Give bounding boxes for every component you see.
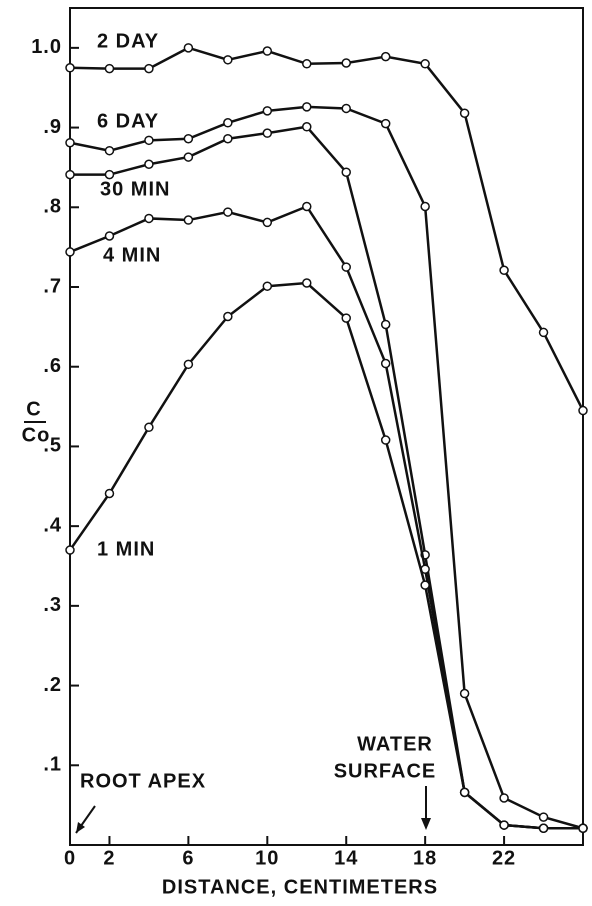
data-point <box>578 823 588 834</box>
arrow-head <box>421 818 431 830</box>
data-point <box>341 167 351 177</box>
y-tick-label: .8 <box>43 196 62 218</box>
annotation: SURFACE <box>334 760 437 782</box>
data-point <box>380 118 391 129</box>
series-label: 4 MIN <box>103 244 161 266</box>
data-point <box>183 359 194 370</box>
data-point <box>65 247 75 257</box>
data-point <box>380 358 391 369</box>
data-point <box>380 435 391 445</box>
data-point <box>302 201 312 212</box>
data-point <box>262 128 273 138</box>
data-point <box>302 59 312 69</box>
y-tick-label: .6 <box>43 355 62 377</box>
x-tick-label: 22 <box>492 847 516 869</box>
data-point <box>459 108 470 118</box>
series-line <box>70 125 583 830</box>
data-point <box>380 319 391 330</box>
y-tick-label: .2 <box>43 674 62 696</box>
y-axis-label-numerator: C <box>26 398 41 420</box>
data-point <box>578 405 588 416</box>
data-point <box>144 159 154 169</box>
data-point <box>144 135 154 146</box>
arrow-head <box>76 822 85 833</box>
data-point <box>223 133 233 144</box>
series-line <box>68 281 583 830</box>
data-point <box>420 59 430 69</box>
plot-frame <box>69 7 584 846</box>
data-point <box>144 213 154 224</box>
data-point <box>262 281 273 291</box>
data-point <box>262 106 273 116</box>
series-line <box>69 46 585 412</box>
annotation: ROOT APEX <box>80 770 206 792</box>
x-tick-label: 2 <box>103 847 115 869</box>
data-point <box>499 793 509 803</box>
data-point <box>183 133 194 144</box>
data-point <box>380 51 391 62</box>
data-point <box>341 103 351 114</box>
y-tick-label: .4 <box>43 514 62 536</box>
data-point <box>538 327 549 338</box>
data-point <box>144 422 154 433</box>
annotation: WATER <box>357 733 433 755</box>
data-point <box>341 262 351 272</box>
x-tick-label: 0 <box>64 847 76 869</box>
data-point <box>538 812 549 822</box>
data-point <box>183 43 194 53</box>
data-point <box>538 823 549 834</box>
series-label: 2 DAY <box>97 30 159 52</box>
x-tick-label: 18 <box>413 847 437 869</box>
data-point <box>223 118 233 128</box>
series-label: 1 MIN <box>97 538 155 560</box>
data-point <box>302 122 312 132</box>
data-point <box>459 688 470 699</box>
series-label: 6 DAY <box>97 110 159 132</box>
data-point <box>65 137 75 148</box>
data-point <box>65 169 75 180</box>
data-point <box>104 488 115 499</box>
series-line <box>69 105 584 830</box>
data-point <box>104 63 115 74</box>
data-point <box>420 201 430 212</box>
data-point <box>223 207 233 217</box>
data-point <box>104 231 115 241</box>
x-tick-label: 10 <box>255 847 279 869</box>
data-point <box>420 580 430 590</box>
data-point <box>499 265 509 276</box>
data-point <box>302 278 312 288</box>
data-point <box>144 63 154 74</box>
y-axis-label-denominator: Co <box>22 424 51 446</box>
data-point <box>459 787 470 798</box>
data-point <box>302 102 312 112</box>
y-tick-label: .3 <box>43 594 62 616</box>
y-tick-label: 1.0 <box>31 36 62 58</box>
data-point <box>499 820 509 830</box>
data-point <box>223 55 233 65</box>
x-tick-label: 6 <box>182 847 194 869</box>
data-point <box>262 46 273 56</box>
y-tick-label: .5 <box>43 435 62 457</box>
data-point <box>341 58 351 68</box>
data-point <box>65 63 75 73</box>
series-label: 30 MIN <box>100 178 170 200</box>
x-tick-label: 14 <box>334 847 358 869</box>
data-point <box>223 311 233 322</box>
data-point <box>341 313 351 323</box>
data-point <box>104 169 115 180</box>
y-tick-label: .7 <box>43 275 62 297</box>
data-point <box>183 152 194 162</box>
y-tick-label: .1 <box>43 754 62 776</box>
data-point <box>183 215 194 225</box>
x-axis-label: DISTANCE, CENTIMETERS <box>162 876 438 898</box>
y-tick-label: .9 <box>43 116 62 138</box>
data-point <box>104 145 115 156</box>
data-point <box>65 545 75 555</box>
data-point <box>262 217 273 228</box>
